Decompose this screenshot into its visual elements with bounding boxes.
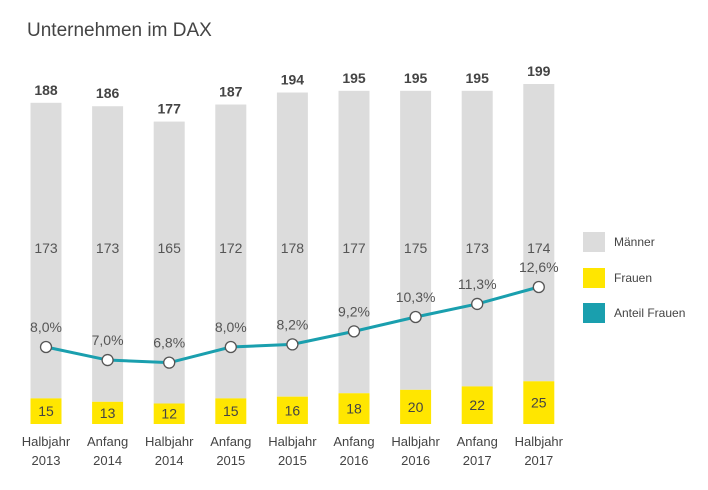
anteil-frauen-label: 7,0% [92,332,124,348]
total-label: 195 [404,70,428,86]
bar-maenner [338,90,370,394]
x-tick-label-line1: Anfang [210,434,251,449]
x-tick-label-line2: 2017 [524,453,553,468]
anteil-frauen-label: 9,2% [338,303,370,319]
legend-label-maenner: Männer [614,235,655,249]
x-tick-label-line2: 2015 [216,453,245,468]
maenner-value-label: 172 [219,240,243,256]
anteil-frauen-point [39,340,53,354]
total-label: 186 [96,85,120,101]
anteil-frauen-label: 12,6% [519,259,559,275]
maenner-value-label: 174 [527,240,551,256]
total-label: 194 [281,72,305,88]
anteil-frauen-point [101,353,114,367]
anteil-frauen-label: 11,3% [458,276,497,292]
total-label: 177 [158,101,182,117]
total-label: 188 [34,82,58,98]
frauen-value-label: 25 [531,395,547,411]
anteil-frauen-point [163,356,176,369]
bar-frauen [338,393,370,424]
bar-maenner [461,90,493,387]
x-tick-label-line2: 2017 [463,453,492,468]
anteil-frauen-label: 8,0% [215,319,247,335]
frauen-value-label: 20 [408,399,424,415]
anteil-frauen-point [409,310,422,324]
x-tick-label-line1: Halbjahr [145,434,194,449]
bar-frauen [461,386,493,424]
bar-frauen [215,398,247,424]
anteil-frauen-label: 10,3% [396,289,436,305]
frauen-value-label: 15 [38,403,54,419]
x-tick-label-line2: 2014 [155,453,184,468]
legend-swatch-anteil-frauen [583,303,605,323]
frauen-value-label: 12 [161,406,177,422]
total-label: 187 [219,84,243,100]
total-label: 199 [527,63,551,79]
legend-item-anteil-frauen: Anteil Frauen [583,303,685,323]
bar-frauen [400,389,432,424]
x-tick-label-line1: Anfang [333,434,374,449]
bar-frauen [30,398,62,424]
bar-frauen [276,396,308,424]
anteil-frauen-point [224,340,237,354]
maenner-value-label: 173 [466,240,490,256]
legend-label-anteil-frauen: Anteil Frauen [614,306,686,320]
x-tick-label-line2: 2015 [278,453,307,468]
total-label: 195 [342,70,366,86]
x-tick-label-line1: Halbjahr [391,434,440,449]
x-tick-label-line1: Halbjahr [22,434,71,449]
x-tick-label-line2: 2016 [401,453,430,468]
legend-item-maenner: Männer [583,232,655,252]
anteil-frauen-point [532,280,545,294]
total-label: 195 [466,70,490,86]
anteil-frauen-point [471,297,484,311]
bar-maenner [523,84,555,382]
x-tick-label-line1: Anfang [87,434,128,449]
chart-title: Unternehmen im DAX [27,20,212,41]
maenner-value-label: 178 [281,240,305,256]
bar-frauen [153,403,185,424]
frauen-value-label: 13 [100,405,116,421]
anteil-frauen-label: 8,0% [30,319,62,335]
x-tick-label-line2: 2016 [340,453,369,468]
bar-maenner [92,106,124,402]
maenner-value-label: 177 [342,240,366,256]
x-tick-label-line2: 2014 [93,453,122,468]
anteil-frauen-label: 8,2% [276,316,308,332]
frauen-value-label: 22 [469,397,485,413]
bar-frauen [92,401,124,424]
x-tick-label-line1: Anfang [457,434,498,449]
x-tick-label-line1: Halbjahr [515,434,564,449]
x-tick-label-line2: 2013 [32,453,61,468]
anteil-frauen-point [347,325,361,338]
maenner-value-label: 173 [34,240,58,256]
legend-swatch-frauen [583,268,605,288]
legend-swatch-maenner [583,232,605,252]
maenner-value-label: 173 [96,240,120,256]
bar-frauen [523,381,555,424]
anteil-frauen-label: 6,8% [153,335,185,351]
bar-maenner [400,90,432,390]
legend-label-frauen: Frauen [614,271,653,285]
maenner-value-label: 175 [404,240,428,256]
frauen-value-label: 15 [223,403,239,419]
maenner-value-label: 165 [158,240,182,256]
x-tick-label-line1: Halbjahr [268,434,317,449]
anteil-frauen-point [286,338,299,351]
frauen-value-label: 16 [285,402,301,418]
legend-item-frauen: Frauen [583,268,652,288]
frauen-value-label: 18 [346,401,362,417]
